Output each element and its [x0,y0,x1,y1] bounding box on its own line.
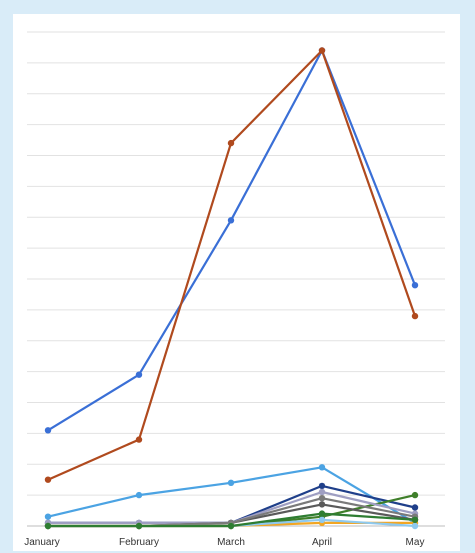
data-point [318,47,326,54]
data-point [318,501,326,508]
data-point [135,491,143,499]
data-point [411,522,419,530]
data-point [318,488,326,496]
line-chart: January February March April May [24,31,445,548]
data-point [227,217,235,224]
data-point [227,522,235,530]
series-line [46,49,417,481]
data-point [411,516,419,523]
x-tick-label: March [217,537,245,548]
x-tick-label: May [406,537,425,548]
x-axis: January February March April May [24,537,424,548]
series-line [46,49,417,432]
data-point [135,522,143,530]
data-point [44,427,52,434]
x-tick-label: January [24,537,60,548]
data-point [318,510,326,517]
data-point [318,495,326,502]
data-point [318,482,326,490]
data-point [411,491,419,499]
data-point [135,436,143,443]
data-point [318,516,326,523]
data-point [411,282,419,289]
data-point [318,464,326,471]
data-point [135,371,143,378]
data-point [44,513,52,520]
x-tick-label: February [119,537,159,548]
data-point [227,139,235,147]
gridlines [27,31,445,527]
x-tick-label: April [312,537,332,548]
data-point [411,504,419,511]
data-point [44,522,52,530]
data-point [44,476,52,483]
data-point [227,479,235,486]
data-point [411,312,419,320]
chart-frame: January February March April May [13,14,460,551]
series-group [44,47,419,530]
